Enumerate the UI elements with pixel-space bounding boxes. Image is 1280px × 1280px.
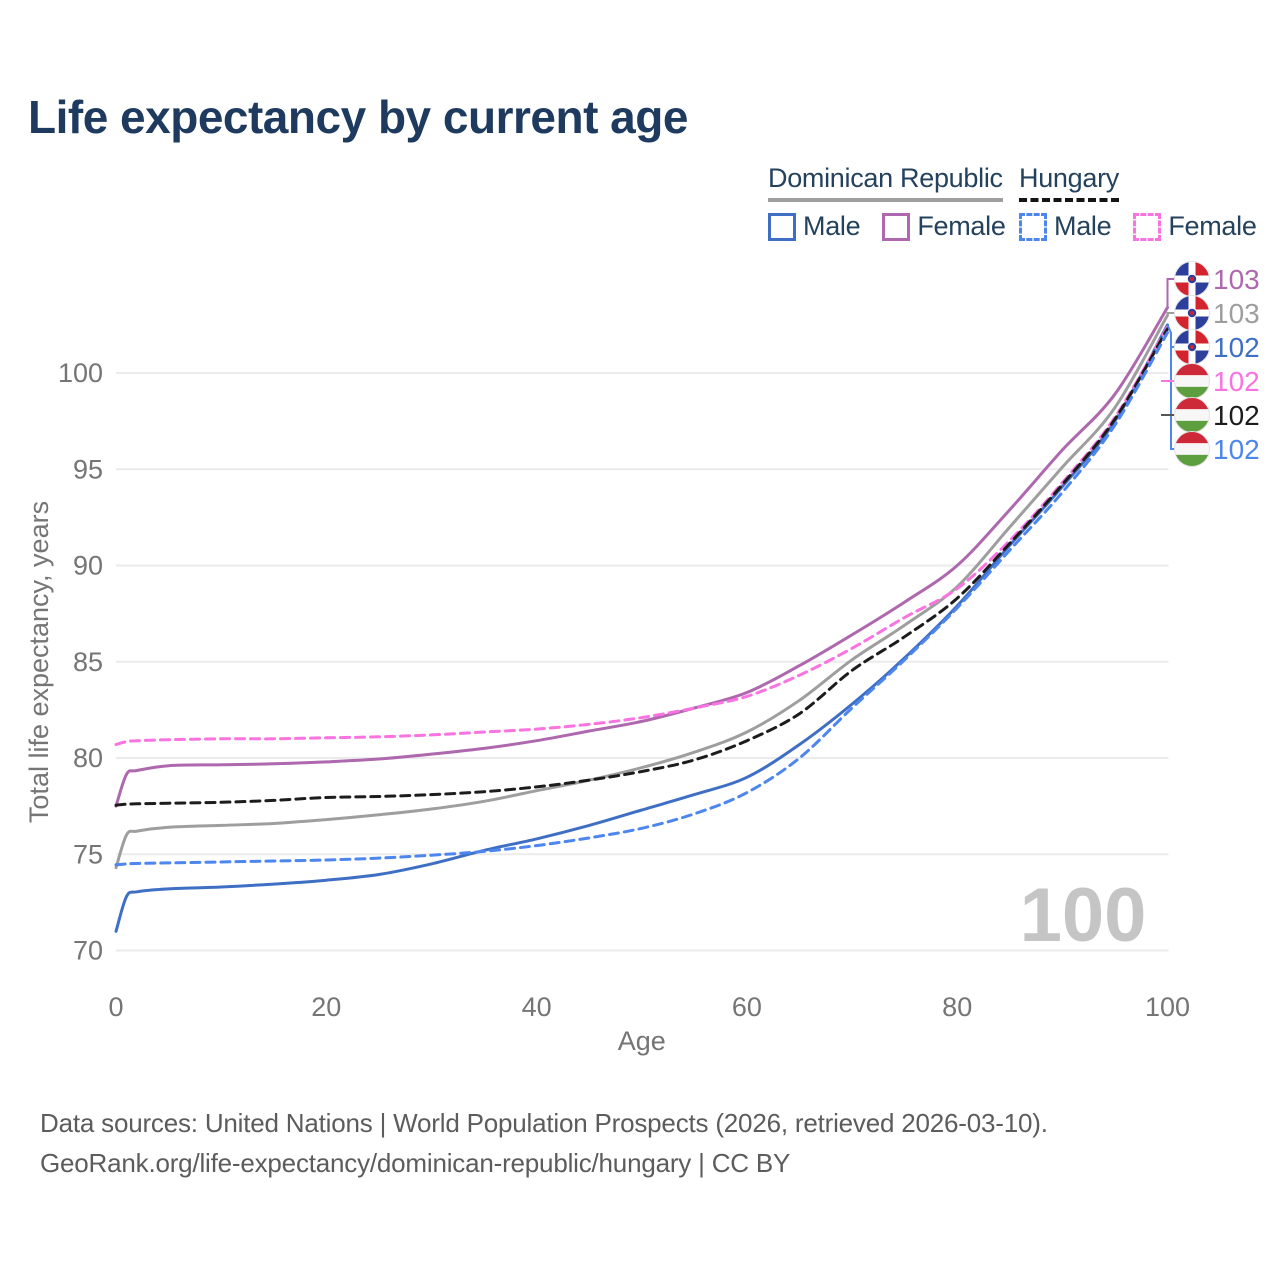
chart-title: Life expectancy by current age xyxy=(28,91,688,143)
x-tick-label-40: 40 xyxy=(522,992,552,1022)
x-axis-title: Age xyxy=(618,1026,666,1056)
legend-item-label: Male xyxy=(1054,211,1112,241)
end-value-label-1: 103 xyxy=(1213,264,1260,295)
legend-group-title-dominican-republic: Dominican Republic xyxy=(768,163,1003,202)
flag-icon-hungary xyxy=(1174,363,1210,399)
series-line-hungary-total xyxy=(114,327,1169,807)
y-tick-label-75: 75 xyxy=(73,839,103,869)
legend-swatch-dashed-male xyxy=(1019,212,1047,241)
end-value-label-2: 103 xyxy=(1213,298,1260,329)
end-value-label-5: 102 xyxy=(1213,400,1260,431)
legend-group-dominican-republic: Dominican Republic Male Female xyxy=(768,163,1006,242)
series-line-dominican-republic-female xyxy=(114,306,1169,808)
legend-swatch-solid-female xyxy=(882,212,911,241)
y-tick-label-90: 90 xyxy=(73,551,103,581)
age-watermark: 100 xyxy=(1020,873,1147,958)
x-tick-label-60: 60 xyxy=(732,992,762,1022)
legend-item-label: Female xyxy=(1168,211,1257,241)
legend-items-hungary: Male Female xyxy=(1019,211,1257,242)
end-value-label-4: 102 xyxy=(1213,366,1260,397)
legend-group-hungary: Hungary Male Female xyxy=(1019,163,1257,242)
flag-icon-dominican-republic xyxy=(1174,329,1210,365)
x-tick-label-100: 100 xyxy=(1145,992,1190,1022)
flag-icon-hungary xyxy=(1174,431,1210,467)
footer-data-sources: Data sources: United Nations | World Pop… xyxy=(40,1108,1048,1138)
x-tick-label-0: 0 xyxy=(108,992,123,1022)
legend-item-hungary-male[interactable]: Male xyxy=(1019,211,1112,242)
leader-line-dr-total xyxy=(1166,312,1174,316)
flag-icon-dominican-republic xyxy=(1174,261,1210,297)
legend-item-label: Male xyxy=(803,211,861,241)
legend-item-label: Female xyxy=(917,211,1006,241)
y-tick-label-80: 80 xyxy=(73,743,103,773)
legend-swatch-dashed-female xyxy=(1133,212,1162,241)
leader-line-dr-female xyxy=(1166,278,1174,308)
y-tick-label-95: 95 xyxy=(73,454,103,484)
y-axis-title: Total life expectancy, years xyxy=(24,501,54,823)
legend-item-dominican-republic-male[interactable]: Male xyxy=(768,211,861,242)
series-line-hungary-male xyxy=(114,331,1169,867)
legend-swatch-solid-male xyxy=(768,212,796,241)
legend-items-dominican-republic: Male Female xyxy=(768,211,1006,242)
y-tick-label-100: 100 xyxy=(58,358,103,388)
y-tick-label-85: 85 xyxy=(73,647,103,677)
footer-attribution: GeoRank.org/life-expectancy/dominican-re… xyxy=(40,1148,791,1178)
legend-group-title-hungary: Hungary xyxy=(1019,163,1119,202)
series-line-hungary-female xyxy=(114,325,1169,746)
flag-icon-hungary xyxy=(1174,397,1210,433)
legend-item-dominican-republic-female[interactable]: Female xyxy=(882,211,1006,242)
y-tick-label-70: 70 xyxy=(73,936,103,966)
series-line-dominican-republic-total xyxy=(114,313,1169,870)
end-value-label-6: 102 xyxy=(1213,434,1260,465)
series-line-dominican-republic-male xyxy=(114,323,1169,933)
end-value-label-3: 102 xyxy=(1213,332,1260,363)
legend-item-hungary-female[interactable]: Female xyxy=(1133,211,1257,242)
flag-icon-dominican-republic xyxy=(1174,295,1210,331)
x-tick-label-80: 80 xyxy=(942,992,972,1022)
x-tick-label-20: 20 xyxy=(311,992,341,1022)
